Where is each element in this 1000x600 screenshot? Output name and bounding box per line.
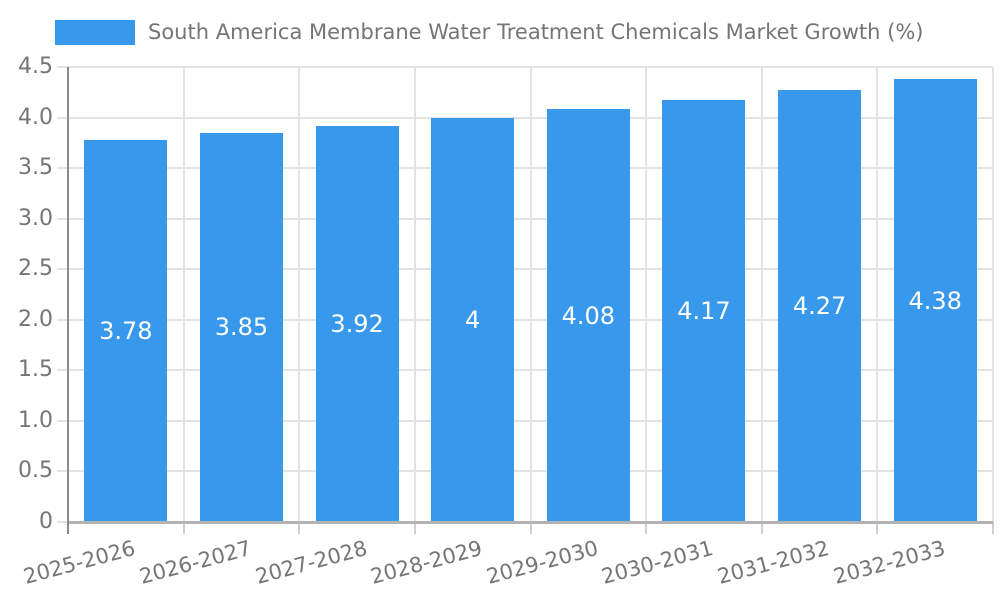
- gridline-vertical: [413, 67, 416, 522]
- gridline-vertical: [298, 67, 301, 522]
- legend-swatch[interactable]: [55, 19, 135, 45]
- y-axis-tick-label: 0.5: [18, 458, 53, 484]
- gridline-vertical: [529, 67, 532, 522]
- x-axis-tick: [876, 522, 879, 534]
- y-axis-tick: [57, 268, 68, 271]
- bar[interactable]: [84, 139, 168, 521]
- x-axis-tick-label: 2025-2026: [21, 536, 139, 589]
- y-axis-tick: [57, 167, 68, 170]
- bar-value-label: 3.85: [214, 313, 269, 342]
- x-axis-tick-label: 2027-2028: [252, 536, 370, 589]
- bar[interactable]: [546, 109, 630, 521]
- bar[interactable]: [431, 117, 515, 521]
- bar-value-label: 4.27: [792, 292, 847, 321]
- bar-value-label: 4.17: [677, 297, 731, 326]
- x-axis-tick-label: 2028-2029: [368, 536, 485, 589]
- x-axis-tick: [760, 522, 763, 534]
- y-axis-tick-label: 4.5: [18, 54, 53, 79]
- y-axis-tick: [57, 419, 68, 422]
- legend-label[interactable]: South America Membrane Water Treatment C…: [148, 20, 924, 44]
- y-axis-tick-label: 1.5: [18, 357, 53, 383]
- bar-value-label: 4: [465, 305, 481, 334]
- bar[interactable]: [778, 90, 862, 521]
- x-axis-tick-label: 2026-2027: [136, 536, 254, 589]
- y-axis-tick: [57, 318, 68, 321]
- bar-value-label: 4.08: [561, 301, 616, 330]
- legend[interactable]: South America Membrane Water Treatment C…: [55, 14, 923, 50]
- y-axis-tick-label: 2.5: [18, 256, 53, 282]
- y-axis-tick-label: 3.0: [18, 205, 53, 231]
- y-axis-tick-label: 1.0: [18, 407, 53, 433]
- bar-value-label: 3.92: [330, 309, 384, 338]
- x-axis-tick-label: 2030-2031: [599, 536, 717, 589]
- y-axis-tick-label: 0: [39, 509, 53, 534]
- bar[interactable]: [893, 79, 977, 521]
- y-axis-tick: [57, 521, 68, 523]
- gridline-vertical: [760, 67, 763, 522]
- y-axis-tick-label: 3.5: [18, 155, 53, 181]
- bar-value-label: 4.38: [908, 286, 962, 315]
- gridline-vertical: [876, 67, 879, 522]
- bar[interactable]: [662, 100, 746, 521]
- gridline-vertical: [645, 67, 648, 522]
- x-axis-tick-label: 2029-2030: [483, 536, 601, 589]
- y-axis-tick: [57, 217, 68, 220]
- x-axis-tick-label: 2031-2032: [714, 536, 832, 589]
- gridline-vertical: [182, 67, 185, 522]
- x-axis-baseline: [68, 521, 993, 524]
- y-axis-tick: [57, 470, 68, 473]
- y-axis-tick: [57, 369, 68, 372]
- x-axis-tick: [529, 522, 532, 534]
- y-axis-tick-label: 4.0: [18, 104, 53, 130]
- x-axis-tick-label: 2032-2033: [830, 536, 948, 589]
- bar[interactable]: [199, 132, 283, 521]
- x-axis-tick: [182, 522, 185, 534]
- y-axis-tick: [57, 116, 68, 119]
- y-axis-tick: [57, 66, 68, 68]
- gridline-vertical: [992, 67, 994, 522]
- y-axis-tick-label: 2.0: [18, 306, 53, 332]
- x-axis-tick: [645, 522, 648, 534]
- y-axis-line: [67, 67, 69, 534]
- bar-value-label: 3.78: [99, 316, 153, 345]
- x-axis-tick: [992, 522, 994, 534]
- bar[interactable]: [315, 125, 399, 521]
- x-axis-tick: [298, 522, 301, 534]
- x-axis-tick: [413, 522, 416, 534]
